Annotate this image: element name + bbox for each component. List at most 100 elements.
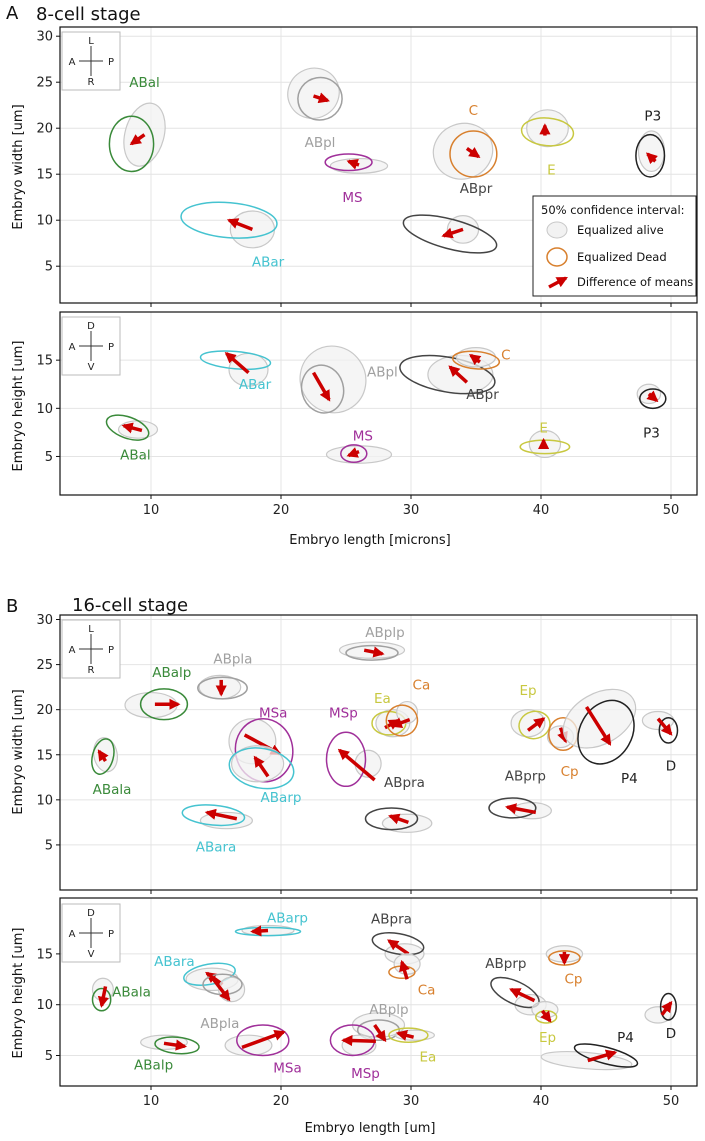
cell-label: ABpra xyxy=(384,775,425,791)
cell-ca: Ca xyxy=(385,677,430,737)
cell-abpl: ABpl xyxy=(299,345,398,414)
dead-ellipse xyxy=(577,699,635,765)
difference-arrow xyxy=(337,748,376,782)
cell-label: ABarp xyxy=(267,910,308,926)
cell-label: Ep xyxy=(519,683,536,699)
cell-label: MSp xyxy=(329,705,358,721)
cell-p3: P3 xyxy=(635,108,666,178)
cell-label: D xyxy=(666,1026,676,1042)
difference-arrow xyxy=(346,159,360,170)
dead-ellipse xyxy=(518,710,551,740)
plot-a-top-ylabel: Embryo width [um] xyxy=(11,104,26,229)
cell-label: ABpra xyxy=(371,911,412,927)
compass-left-label: A xyxy=(69,929,76,940)
dead-ellipse xyxy=(635,133,666,178)
difference-arrow xyxy=(224,351,250,374)
legend-arrow-label: Difference of means xyxy=(577,275,693,289)
cell-label: Ca xyxy=(418,982,436,998)
cell-c: C xyxy=(432,103,498,180)
plot-b-bottom-ylabel: Embryo height [um] xyxy=(11,928,26,1059)
dead-ellipse xyxy=(340,444,368,464)
cell-e: E xyxy=(520,109,575,179)
compass-right-label: P xyxy=(108,929,114,940)
difference-arrow xyxy=(241,1029,286,1050)
plot-frame xyxy=(59,614,698,891)
x-tick-label: 20 xyxy=(273,503,290,518)
difference-arrow xyxy=(656,717,673,736)
alive-ellipse xyxy=(562,688,637,749)
cell-label: ABpr xyxy=(466,387,499,403)
x-tick-label: 50 xyxy=(663,1094,680,1109)
y-tick-label: 10 xyxy=(36,214,53,229)
difference-arrow xyxy=(387,939,410,956)
cell-d: D xyxy=(644,992,677,1042)
cell-label: P3 xyxy=(644,108,661,124)
y-tick-label: 5 xyxy=(45,1049,53,1064)
plot-b-xlabel: Embryo length [um] xyxy=(305,1121,436,1136)
compass-right-label: P xyxy=(108,57,114,68)
dead-ellipse xyxy=(573,1043,639,1068)
difference-arrow xyxy=(526,717,546,732)
difference-arrow xyxy=(448,365,469,384)
panel-b-title: 16-cell stage xyxy=(72,595,188,616)
cell-abpla: ABpla xyxy=(200,973,246,1032)
compass-down-label: R xyxy=(88,77,95,88)
dead-ellipse xyxy=(199,350,272,371)
difference-arrow xyxy=(465,146,481,159)
cell-label: ABalp xyxy=(152,665,191,681)
cell-label: ABpl xyxy=(367,365,398,381)
cell-label: ABplp xyxy=(369,1002,408,1018)
legend-alive-label: Equalized alive xyxy=(577,223,664,237)
dead-ellipse xyxy=(364,807,419,831)
dead-ellipse xyxy=(236,1024,290,1057)
y-tick-label: 5 xyxy=(45,450,53,465)
cell-e: E xyxy=(519,421,571,459)
compass-b-bottom: D V A P xyxy=(61,903,121,963)
legend-dead-label: Equalized Dead xyxy=(577,250,667,264)
cell-label: ABpla xyxy=(213,651,252,667)
cell-label: ABprp xyxy=(485,956,526,972)
difference-arrow xyxy=(129,133,146,146)
y-tick-label: 10 xyxy=(36,402,53,417)
dead-ellipse xyxy=(345,644,399,661)
dead-ellipse xyxy=(639,388,667,410)
cell-label: P4 xyxy=(617,1030,634,1046)
y-tick-label: 25 xyxy=(36,76,53,91)
difference-arrow xyxy=(660,1000,673,1016)
compass-b-top: L R A P xyxy=(61,619,121,679)
difference-arrow xyxy=(645,152,658,165)
cell-label: ABpr xyxy=(460,181,493,197)
cell-label: ABal xyxy=(129,75,160,91)
x-tick-label: 40 xyxy=(533,503,550,518)
cell-ea: Ea xyxy=(388,1027,436,1066)
compass-up-label: L xyxy=(88,624,94,635)
cell-label: ABara xyxy=(196,840,237,856)
plot-frame xyxy=(59,897,698,1087)
difference-arrow xyxy=(390,717,411,729)
legend: 50% confidence interval: Equalized alive… xyxy=(532,195,697,297)
plot-a-bottom-ylabel: Embryo height [um] xyxy=(11,341,26,472)
cell-label: ABar xyxy=(239,377,272,393)
cell-abala: ABala xyxy=(91,737,131,798)
alive-ellipse xyxy=(526,109,569,148)
cell-label: Ep xyxy=(539,1030,556,1046)
cell-ms: MS xyxy=(325,428,393,464)
cell-p4: P4 xyxy=(562,688,638,787)
cell-label: ABplp xyxy=(365,625,404,641)
difference-arrow xyxy=(388,813,409,825)
compass-a-bottom: D V A P xyxy=(61,316,121,376)
y-tick-label: 10 xyxy=(36,998,53,1013)
dead-ellipse xyxy=(297,76,343,121)
legend-arrow-swatch xyxy=(548,276,568,289)
dead-ellipse xyxy=(234,926,302,937)
cell-label: MS xyxy=(342,190,362,206)
y-tick-label: 25 xyxy=(36,658,53,673)
difference-arrow xyxy=(395,1029,415,1041)
dead-ellipse xyxy=(300,364,345,414)
cell-label: ABala xyxy=(112,984,151,1000)
difference-arrow xyxy=(363,646,385,658)
difference-arrow xyxy=(250,925,269,937)
difference-arrow xyxy=(646,390,659,403)
dead-ellipse xyxy=(451,350,501,370)
